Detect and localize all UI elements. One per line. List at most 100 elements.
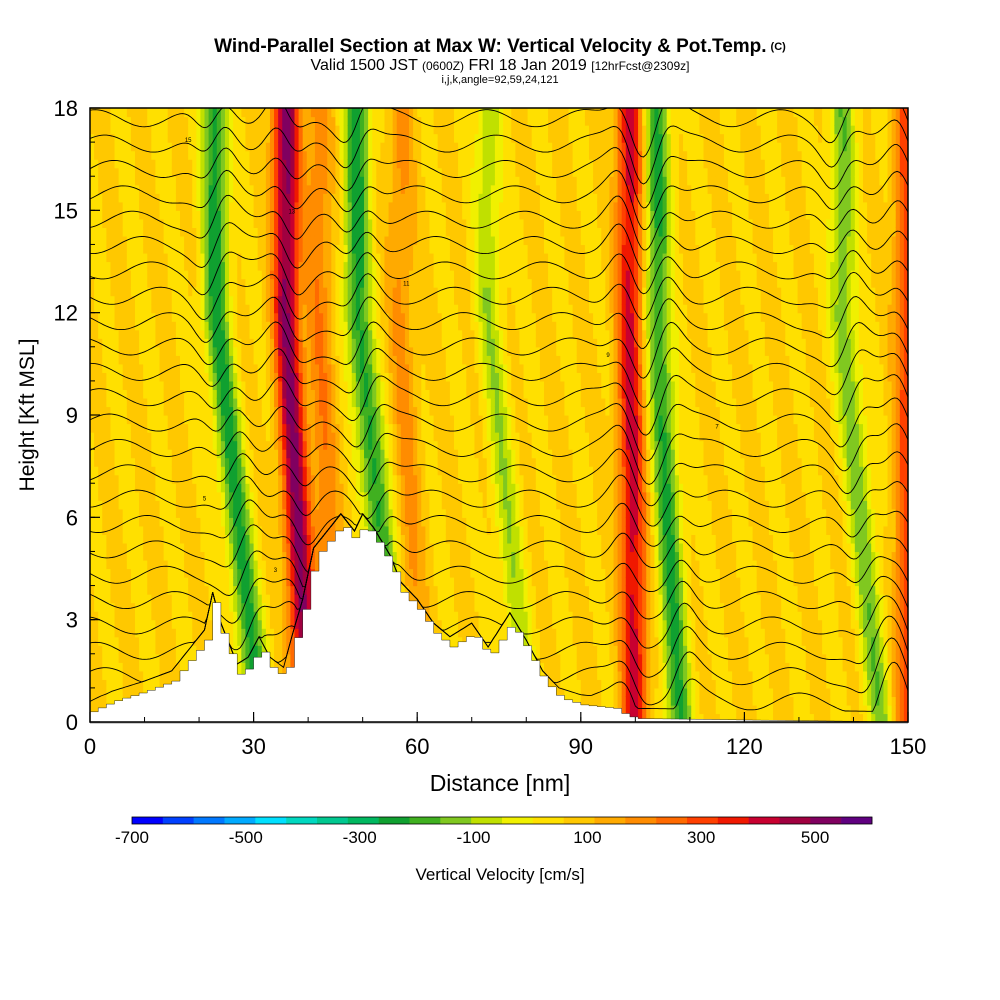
field-cell <box>126 142 132 152</box>
field-cell <box>351 287 357 297</box>
field-cell <box>102 312 107 322</box>
field-cell <box>155 602 161 612</box>
field-cell <box>200 304 206 314</box>
field-cell <box>171 551 177 561</box>
field-cell <box>122 312 128 322</box>
field-cell <box>314 423 320 433</box>
field-cell <box>274 662 279 672</box>
field-cell <box>192 577 197 587</box>
field-cell <box>314 133 320 143</box>
field-cell <box>261 201 267 211</box>
field-cell <box>229 338 234 348</box>
field-cell <box>151 210 157 220</box>
field-cell <box>147 235 152 246</box>
field-cell <box>302 338 308 348</box>
field-cell <box>343 491 349 501</box>
field-cell <box>359 193 365 203</box>
field-cell <box>90 645 95 655</box>
field-cell <box>155 415 161 425</box>
field-cell <box>278 406 283 416</box>
field-cell <box>253 525 259 535</box>
field-cell <box>184 304 189 314</box>
field-cell <box>274 645 279 655</box>
field-cell <box>122 363 128 373</box>
field-cell <box>192 363 197 373</box>
field-cell <box>147 577 152 587</box>
field-cell <box>90 508 95 518</box>
field-cell <box>261 559 267 570</box>
field-cell <box>204 551 210 561</box>
field-cell <box>302 406 308 416</box>
field-cell <box>167 559 173 570</box>
field-cell <box>106 244 112 254</box>
field-cell <box>175 338 181 348</box>
field-cell <box>118 491 124 501</box>
field-cell <box>339 116 345 126</box>
field-cell <box>286 525 292 535</box>
field-cell <box>343 380 349 391</box>
field-cell <box>237 534 242 544</box>
field-cell <box>224 346 230 356</box>
field-cell <box>179 193 185 203</box>
field-cell <box>274 329 279 339</box>
field-cell <box>175 397 181 408</box>
field-cell <box>278 380 283 391</box>
field-cell <box>282 389 287 399</box>
field-cell <box>200 287 206 297</box>
field-cell <box>294 235 300 246</box>
field-cell <box>265 534 271 544</box>
field-cell <box>155 559 161 570</box>
field-cell <box>94 525 99 535</box>
field-cell <box>327 432 332 442</box>
field-cell <box>171 645 177 655</box>
field-cell <box>241 184 247 194</box>
field-cell <box>237 372 242 382</box>
field-cell <box>249 440 255 450</box>
field-cell <box>269 321 275 331</box>
field-cell <box>122 653 128 663</box>
field-cell <box>110 270 116 280</box>
field-cell <box>339 167 345 177</box>
field-cell <box>126 372 132 382</box>
field-cell <box>130 193 136 203</box>
field-cell <box>175 611 181 621</box>
field-cell <box>130 508 136 518</box>
field-cell <box>249 542 255 553</box>
field-cell <box>98 108 103 118</box>
field-cell <box>302 508 308 518</box>
field-cell <box>134 397 140 408</box>
field-cell <box>139 159 144 169</box>
field-cell <box>351 329 357 339</box>
field-cell <box>143 517 148 527</box>
field-cell <box>151 295 157 305</box>
field-cell <box>319 142 324 152</box>
field-cell <box>90 628 95 638</box>
field-cell <box>249 312 255 322</box>
field-cell <box>94 542 99 553</box>
field-cell <box>98 346 103 356</box>
field-cell <box>139 278 144 288</box>
field-cell <box>249 270 255 280</box>
field-cell <box>274 415 279 425</box>
field-cell <box>139 125 144 135</box>
field-cell <box>188 133 193 143</box>
field-cell <box>237 133 242 143</box>
field-cell <box>110 670 116 680</box>
field-cell <box>122 534 128 544</box>
field-cell <box>106 449 112 459</box>
field-cell <box>253 491 259 501</box>
field-cell <box>314 389 320 399</box>
field-cell <box>163 133 169 143</box>
field-cell <box>192 619 197 629</box>
field-cell <box>163 193 169 203</box>
field-cell <box>278 389 283 399</box>
field-cell <box>94 508 99 518</box>
field-cell <box>294 304 300 314</box>
field-cell <box>184 193 189 203</box>
field-cell <box>106 355 112 365</box>
field-cell <box>175 636 181 646</box>
field-cell <box>310 491 316 501</box>
field-cell <box>335 466 341 476</box>
field-cell <box>94 338 99 348</box>
field-cell <box>335 432 341 442</box>
